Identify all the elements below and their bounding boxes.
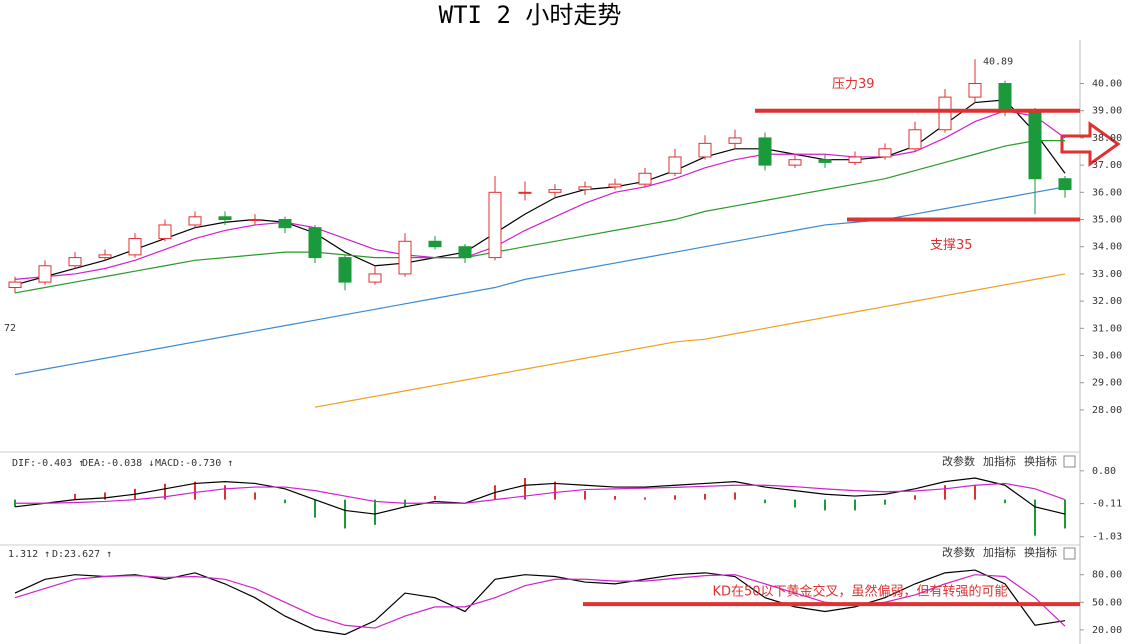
indicator-label: DEA:-0.038 ↓ [82,458,154,469]
indicator-label: MACD:-0.730 ↑ [155,458,233,469]
candle-body [488,191,502,259]
y-tick-label: 0.80 [1092,466,1116,477]
k-line [14,569,1066,636]
y-tick-label: 32.00 [1092,296,1122,307]
button[interactable]: 加指标 [983,545,1016,559]
dea-line [15,482,1066,504]
max-label: 40.89 [983,56,1013,67]
candle-body [998,83,1012,112]
candle-body [98,254,112,259]
candle-body [968,83,982,98]
arrow [1060,121,1121,167]
annotation: 压力39 [832,77,875,92]
ma-line [14,140,1065,294]
y-tick-label: 34.00 [1092,242,1122,253]
candle-body [818,159,832,163]
y-tick-label: -1.03 [1092,532,1122,543]
candle-body [638,172,652,185]
y-tick-label: 36.00 [1092,187,1122,198]
candle-body [8,281,22,289]
chart-title: WTI 2 小时走势 [439,1,622,29]
d-line [14,574,1066,629]
candle-body [878,148,892,158]
indicator-label: 1.312 ↑ [8,549,50,560]
candle-body [458,246,472,259]
ma-line [14,186,1066,376]
button[interactable]: 换指标 [1024,545,1057,559]
candle-body [548,189,562,193]
candle-body [758,137,772,166]
candle-body [38,265,52,283]
y-tick-label: 28.00 [1092,405,1122,416]
y-tick-label: 80.00 [1092,570,1122,581]
ma-line [14,110,1066,280]
y-tick-label: 37.00 [1092,160,1122,171]
candle-body [788,159,802,166]
candle-body [938,96,952,131]
candle-body [278,219,292,229]
candle-body [128,238,142,256]
indicator-label: D:23.627 ↑ [52,549,112,560]
candle-body [608,183,622,188]
y-tick-label: 20.00 [1092,625,1122,636]
y-tick-label: 31.00 [1092,323,1122,334]
candle-body [668,156,682,174]
close-button[interactable] [1063,547,1076,560]
left-label: 72 [4,323,16,334]
y-tick-label: 50.00 [1092,597,1122,608]
button[interactable]: 改参数 [942,545,975,559]
candle-body [578,186,592,191]
indicator-label: DIF:-0.403 ↑ [12,458,84,469]
candle-body [848,156,862,163]
y-tick-label: 39.00 [1092,106,1122,117]
candle-body [1058,178,1072,191]
button[interactable]: 加指标 [983,454,1016,468]
ma-line [14,99,1066,286]
y-tick-label: 33.00 [1092,269,1122,280]
candle-body [338,257,352,283]
candle-body [518,191,532,194]
button[interactable]: 换指标 [1024,454,1057,468]
candle-body [428,240,442,248]
button[interactable]: 改参数 [942,454,975,468]
candle-body [308,227,322,259]
annotation: KD在50以下黄金交叉，虽然偏弱，但有转强的可能 [712,584,1007,600]
annotation: 支撑35 [930,238,973,253]
candle-body [908,129,922,150]
candle-body [1028,110,1042,180]
candle-body [728,137,742,144]
candle-body [68,257,82,267]
candle-body [398,240,412,275]
y-tick-label: 35.00 [1092,215,1122,226]
ma-line [314,273,1066,408]
candle-body [188,216,202,226]
candle-body [248,219,262,222]
close-button[interactable] [1063,455,1076,468]
candle-body [698,142,712,158]
y-tick-label: 29.00 [1092,378,1122,389]
candle-body [158,224,172,240]
candle-body [368,273,382,283]
y-tick-label: 30.00 [1092,351,1122,362]
dif-line [14,477,1066,515]
candle-body [218,216,232,221]
y-tick-label: 40.00 [1092,79,1122,90]
y-tick-label: 38.00 [1092,133,1122,144]
y-tick-label: -0.11 [1092,499,1122,510]
